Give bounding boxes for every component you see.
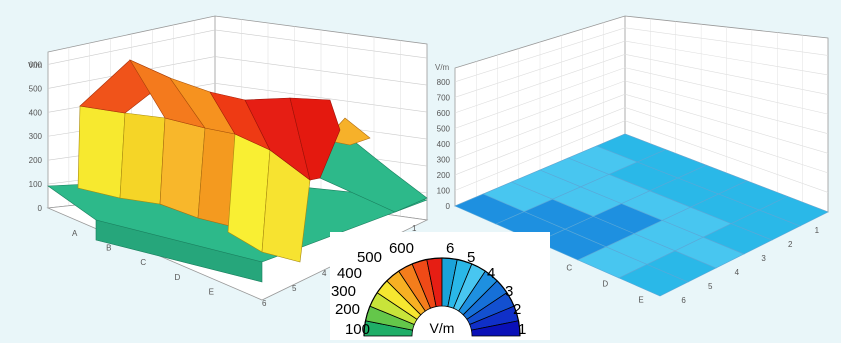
left-row-label: C [140,258,146,267]
left-surface-orange-1 [159,117,206,219]
left-row-label: B [106,244,111,253]
left-grid-line [47,56,428,89]
right-grid-line [454,27,829,83]
left-z-tick-label: 100 [29,180,43,189]
right-col-label: 5 [708,282,713,291]
left-z-ticks: 0 100 200 300 400 500 600 [29,60,43,213]
left-surface-base-front [95,219,263,283]
right-z-tick-label: 600 [437,109,451,118]
legend-right-label: 4 [487,265,495,282]
left-unit-label: V/m [28,61,43,70]
left-row-label: A [72,229,78,238]
legend-left-label: 100 [345,321,370,338]
right-row-label: C [566,263,572,272]
right-col-label: 3 [761,254,766,263]
legend-left-label: 400 [337,265,362,282]
right-z-tick-label: 500 [437,124,451,133]
right-grid-line [454,107,829,176]
right-z-tick-label: 300 [437,155,451,164]
right-floor-cells [454,133,829,297]
legend-outline [363,257,521,337]
left-col-label: 1 [412,224,417,233]
right-col-label: 1 [815,226,820,235]
left-z-tick-label: 500 [29,84,43,93]
left-surface-top-6 [289,97,341,181]
right-z-tick-label: 100 [437,186,451,195]
right-col-label: 2 [788,240,793,249]
right-grid-line [454,120,829,193]
right-grid-line [454,80,829,145]
legend-unit: V/m [430,320,455,336]
left-z-tick-label: 0 [38,204,43,213]
left-row-label: D [175,273,181,282]
left-z-tick-label: 600 [29,60,43,69]
left-row-label: E [209,287,214,296]
right-wall-grid [454,18,829,213]
legend-right-label: 2 [513,301,521,318]
left-grid-line [47,29,428,65]
right-z-tick-label: 800 [437,78,451,87]
left-col-label: 6 [262,299,267,308]
legend-right-label: 5 [467,249,475,266]
legend-right-label: 3 [505,283,513,300]
legend-arcs [363,257,521,337]
legend-left-label: 300 [331,283,356,300]
right-z-tick-label: 400 [437,140,451,149]
left-col-label: 5 [292,284,297,293]
legend-left-label: 200 [335,301,360,318]
left-z-tick-label: 300 [29,132,43,141]
right-z-tick-label: 700 [437,93,451,102]
right-grid-line [454,54,829,114]
left-z-tick-label: 200 [29,156,43,165]
right-col-labels: 6 5 4 3 2 1 [681,226,819,305]
legend-left-label: 600 [389,240,414,257]
left-surface-yellow-2 [119,112,166,205]
right-unit-label: V/m [435,63,450,72]
right-grid-line [454,40,829,98]
right-row-label: D [602,279,608,288]
right-row-label: E [638,295,643,304]
legend-right-label: 1 [518,321,526,338]
legend-left-label: 500 [357,249,382,266]
legend-right-label: 6 [446,240,454,257]
left-row-labels: A B C D E [72,229,214,296]
right-z-ticks: 0 100 200 300 400 500 600 700 800 [437,78,451,211]
left-surface-yellow-1 [77,105,126,199]
right-col-label: 4 [735,268,740,277]
right-z-tick-label: 200 [437,171,451,180]
left-z-tick-label: 400 [29,108,43,117]
left-surface [47,59,428,283]
right-col-label: 6 [681,296,686,305]
right-z-tick-label: 0 [446,202,451,211]
right-floor-cell [758,196,829,227]
right-grid-line [454,93,829,160]
right-grid-line [454,67,829,129]
left-col-label: 4 [322,269,327,278]
